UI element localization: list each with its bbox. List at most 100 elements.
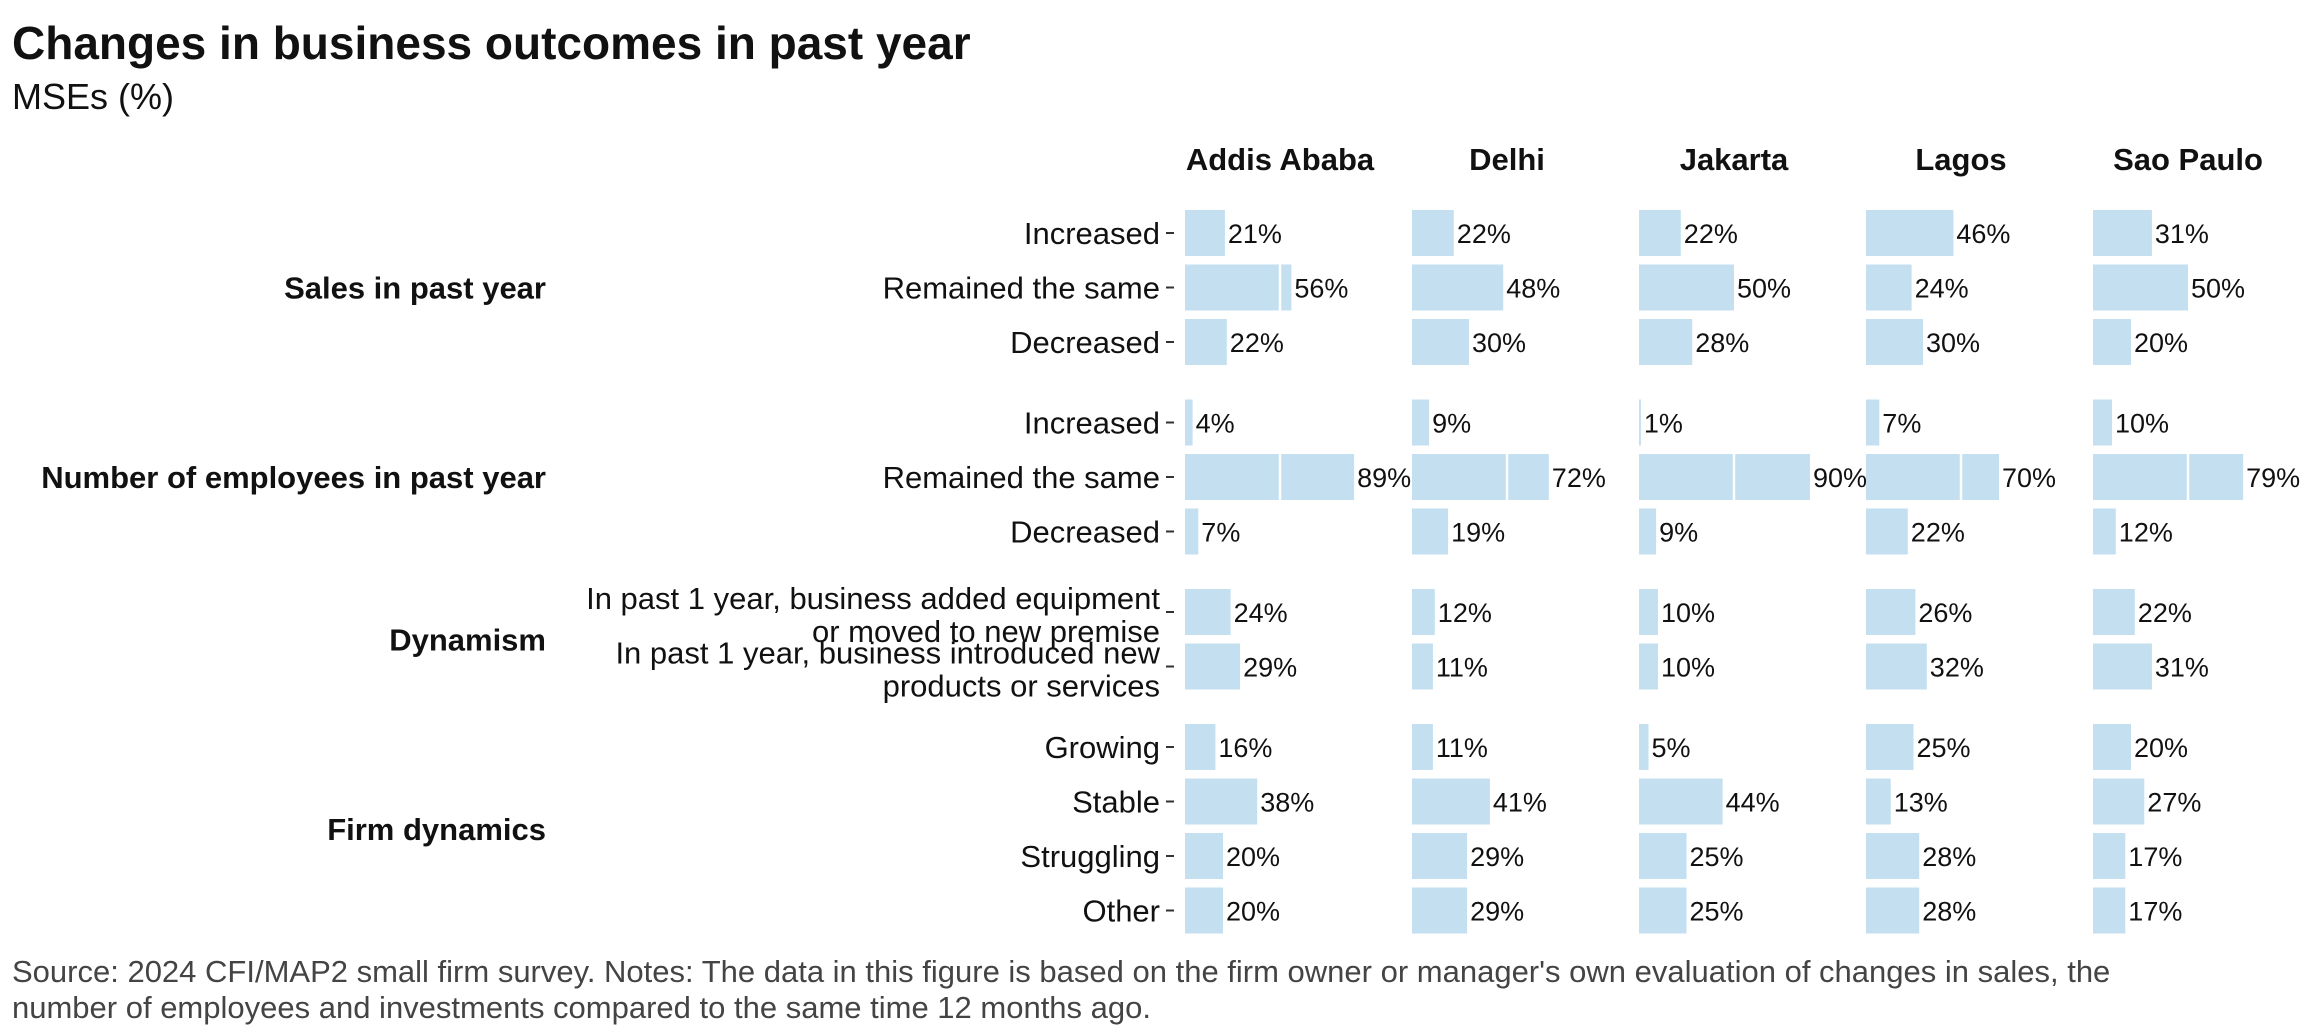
data-label: 29% [1470,897,1524,927]
bar [1866,724,1914,770]
category-label: Decreased [1010,325,1160,360]
category-label: In past 1 year, business added equipment [586,581,1160,616]
bar [1866,589,1916,635]
data-label: 29% [1243,653,1297,683]
bar [1412,319,1469,365]
bar [1639,264,1734,311]
category-label: Stable [1072,785,1160,820]
category-label: or moved to new premise [812,614,1160,649]
bar [2093,319,2131,365]
facet-label: Sao Paulo [2113,142,2263,177]
data-label: 22% [1457,219,1511,249]
data-label: 16% [1218,733,1272,763]
data-label: 17% [2128,897,2182,927]
bar [1639,643,1658,690]
bar [1185,319,1227,365]
bar [1185,887,1223,934]
data-label: 19% [1451,518,1505,548]
bar [1866,508,1908,555]
bar [2093,508,2116,555]
data-label: 44% [1726,788,1780,818]
bar [1185,724,1216,770]
bar [1866,887,1920,934]
bar [1412,210,1454,256]
bar [1185,399,1193,446]
data-label: 25% [1917,733,1971,763]
data-label: 11% [1436,653,1488,683]
bar [1639,319,1693,365]
data-label: 7% [1882,409,1921,439]
bar [1639,508,1657,555]
data-label: 24% [1915,274,1969,304]
data-label: 28% [1922,842,1976,872]
data-label: 46% [1956,219,2010,249]
data-label: 22% [1911,518,1965,548]
data-label: 20% [2134,733,2188,763]
data-label: 28% [1695,328,1749,358]
bar [2093,589,2135,635]
data-label: 24% [1234,598,1288,628]
group-label: Dynamism [389,622,546,657]
data-label: 7% [1201,518,1240,548]
data-label: 1% [1644,409,1683,439]
chart-subtitle: MSEs (%) [12,76,174,117]
data-label: 50% [1737,274,1791,304]
data-label: 50% [2191,274,2245,304]
bar [2093,264,2188,311]
bar [1185,454,1355,500]
data-label: 22% [2138,598,2192,628]
data-label: 32% [1930,653,1984,683]
data-label: 21% [1228,219,1282,249]
bar [1412,264,1504,311]
bar [1639,589,1658,635]
data-label: 26% [1918,598,1972,628]
bar [1639,887,1687,934]
bar [1412,778,1490,825]
data-label: 22% [1230,328,1284,358]
category-label: Decreased [1010,515,1160,550]
category-label: Increased [1024,216,1160,251]
bar [1639,778,1723,825]
bar [2093,833,2126,879]
facet-label: Jakarta [1680,142,1789,177]
bar [1185,643,1241,690]
data-label: 79% [2246,463,2300,493]
bar [1185,778,1258,825]
bar [1866,643,1927,690]
bar [2093,724,2131,770]
group-label: Sales in past year [284,271,546,306]
data-label: 25% [1690,842,1744,872]
bar [1639,454,1810,500]
data-label: 28% [1922,897,1976,927]
bar [1866,833,1920,879]
facet-label: Lagos [1915,142,2006,177]
bar [2093,643,2152,690]
data-label: 41% [1493,788,1547,818]
data-label: 17% [2128,842,2182,872]
bar [1412,589,1435,635]
bar [1412,643,1433,690]
bar [1866,399,1880,446]
bar [1412,454,1549,500]
data-label: 13% [1894,788,1948,818]
bar [1185,210,1225,256]
data-label: 27% [2147,788,2201,818]
data-label: 31% [2155,219,2209,249]
category-label: Struggling [1020,839,1160,874]
bar [1185,589,1231,635]
data-label: 29% [1470,842,1524,872]
bar [2093,210,2152,256]
data-label: 10% [2115,409,2169,439]
data-label: 48% [1506,274,1560,304]
data-label: 72% [1552,463,1606,493]
bar [1412,724,1433,770]
bar [1412,399,1430,446]
data-label: 30% [1472,328,1526,358]
data-label: 38% [1260,788,1314,818]
data-label: 56% [1294,274,1348,304]
data-label: 89% [1357,463,1411,493]
facet-label: Delhi [1469,142,1545,177]
bar [1185,264,1292,311]
data-label: 30% [1926,328,1980,358]
